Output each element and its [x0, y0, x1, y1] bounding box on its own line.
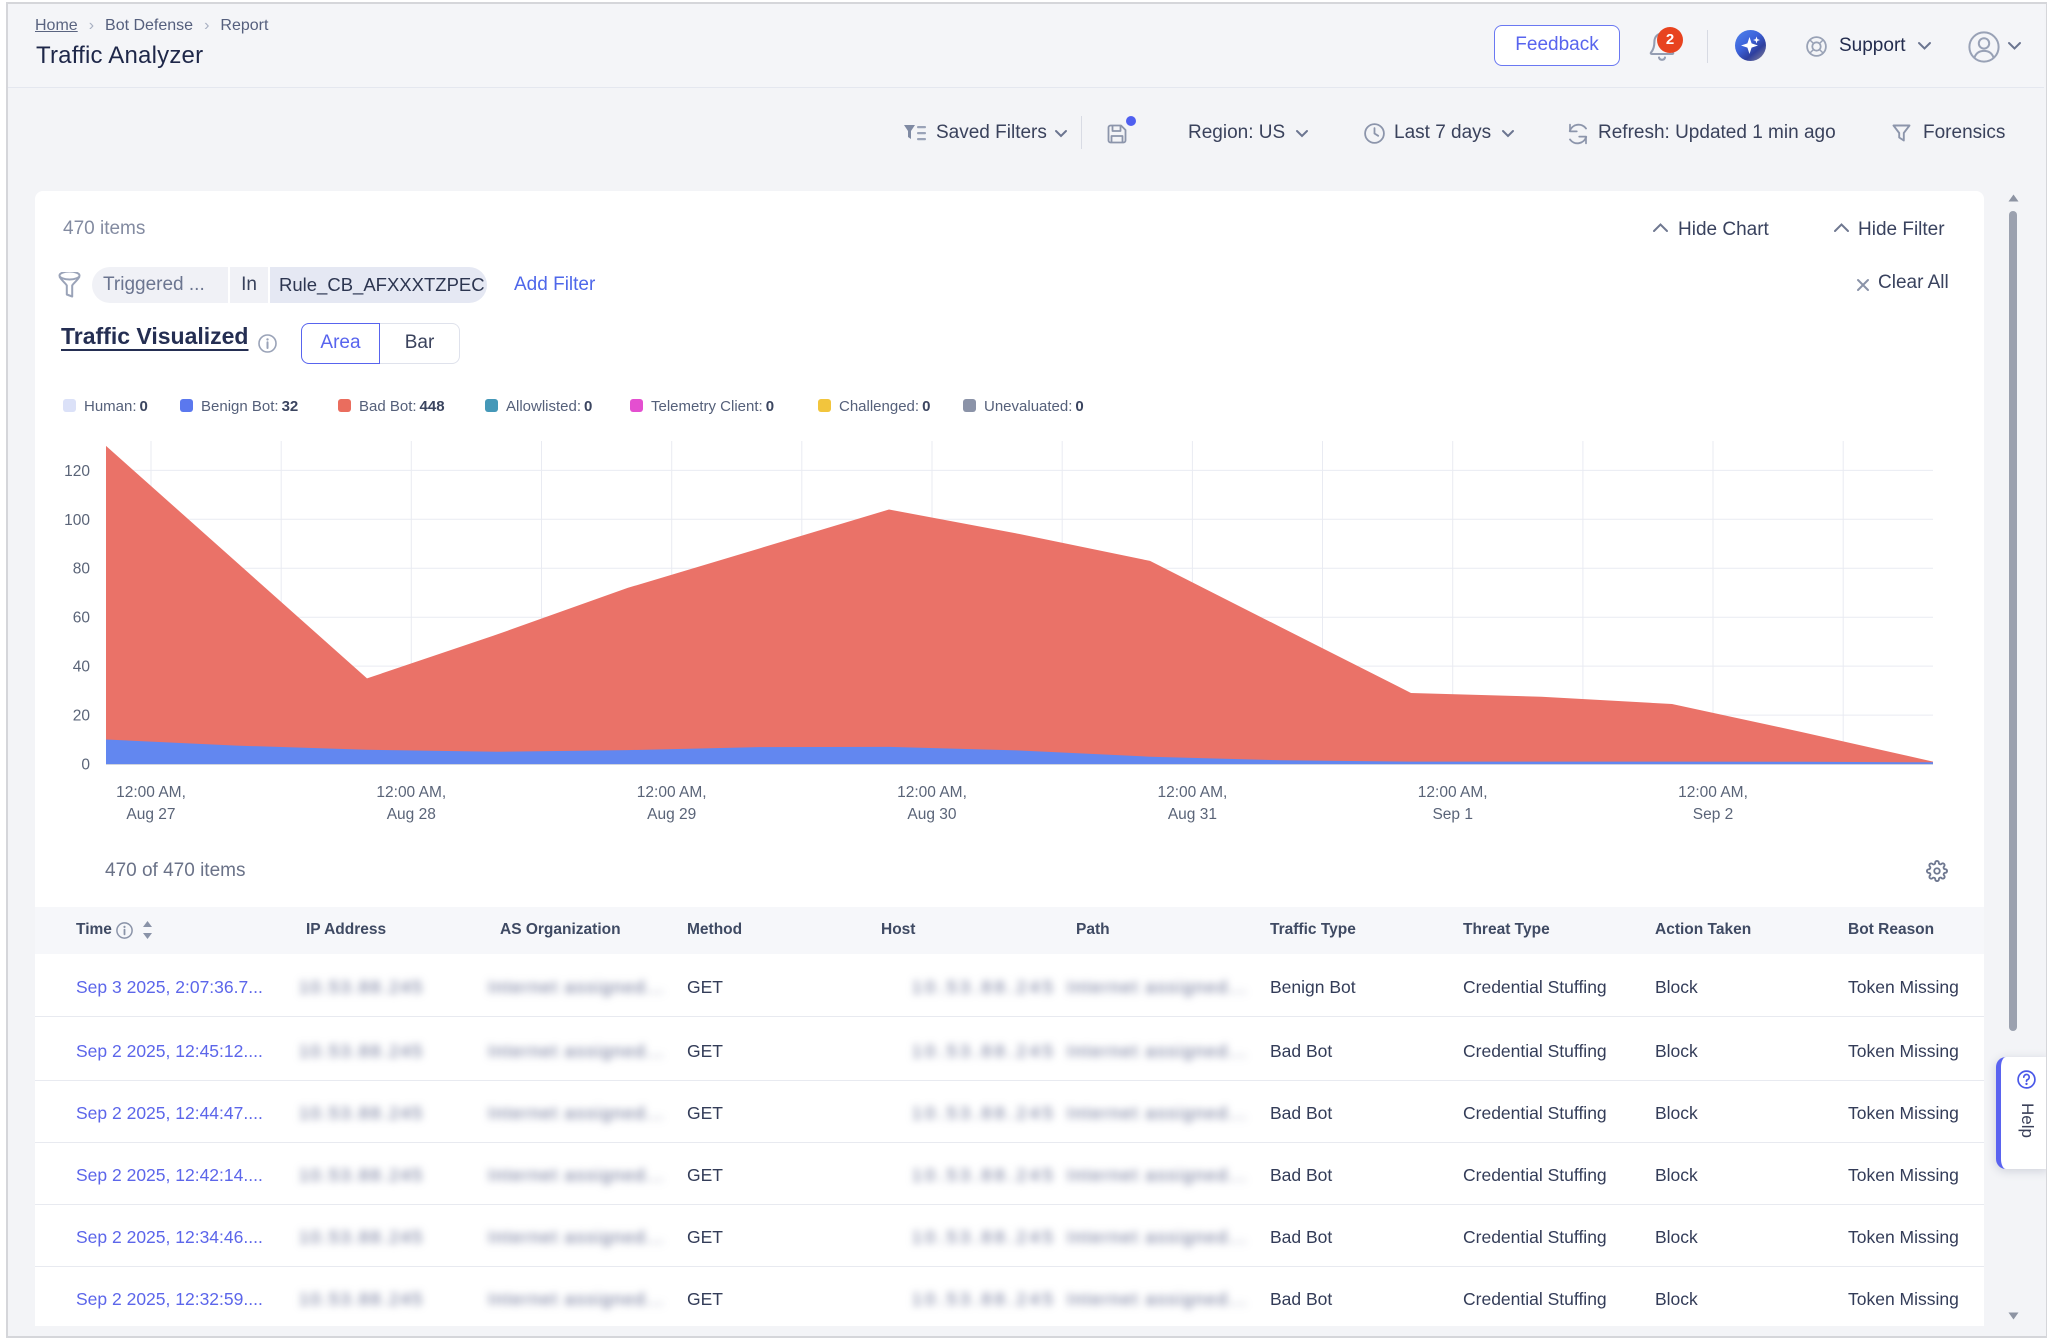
- svg-text:40: 40: [73, 659, 91, 676]
- svg-text:Sep 2: Sep 2: [1693, 806, 1734, 823]
- svg-text:80: 80: [73, 561, 91, 578]
- svg-text:12:00 AM,: 12:00 AM,: [376, 784, 446, 801]
- svg-text:Aug 28: Aug 28: [387, 806, 436, 823]
- svg-text:60: 60: [73, 610, 91, 627]
- svg-text:12:00 AM,: 12:00 AM,: [897, 784, 967, 801]
- svg-text:12:00 AM,: 12:00 AM,: [1158, 784, 1228, 801]
- svg-text:12:00 AM,: 12:00 AM,: [637, 784, 707, 801]
- svg-text:12:00 AM,: 12:00 AM,: [116, 784, 186, 801]
- svg-text:12:00 AM,: 12:00 AM,: [1678, 784, 1748, 801]
- svg-text:Aug 27: Aug 27: [126, 806, 175, 823]
- svg-text:0: 0: [81, 757, 90, 774]
- svg-text:120: 120: [64, 463, 90, 480]
- svg-text:Aug 29: Aug 29: [647, 806, 696, 823]
- svg-text:Aug 30: Aug 30: [907, 806, 957, 823]
- svg-text:12:00 AM,: 12:00 AM,: [1418, 784, 1488, 801]
- svg-text:Aug 31: Aug 31: [1168, 806, 1217, 823]
- svg-text:Sep 1: Sep 1: [1432, 806, 1473, 823]
- svg-text:100: 100: [64, 512, 90, 529]
- svg-text:20: 20: [73, 708, 91, 725]
